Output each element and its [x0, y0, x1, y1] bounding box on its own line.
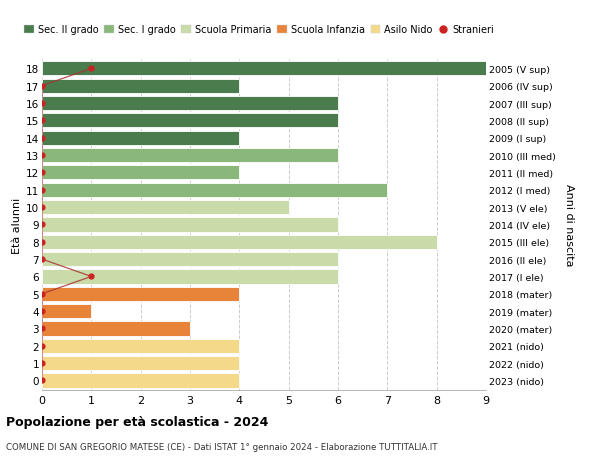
Y-axis label: Età alunni: Età alunni	[12, 197, 22, 253]
Bar	[42, 252, 338, 267]
Bar	[42, 131, 239, 146]
Text: COMUNE DI SAN GREGORIO MATESE (CE) - Dati ISTAT 1° gennaio 2024 - Elaborazione T: COMUNE DI SAN GREGORIO MATESE (CE) - Dat…	[6, 442, 437, 451]
Bar	[42, 62, 486, 76]
Text: Popolazione per età scolastica - 2024: Popolazione per età scolastica - 2024	[6, 415, 268, 428]
Y-axis label: Anni di nascita: Anni di nascita	[564, 184, 574, 266]
Bar	[42, 201, 289, 215]
Bar	[42, 287, 239, 301]
Bar	[42, 304, 91, 319]
Bar	[42, 166, 239, 180]
Bar	[42, 114, 338, 128]
Bar	[42, 270, 338, 284]
Bar	[42, 356, 239, 370]
Bar	[42, 149, 338, 163]
Bar	[42, 374, 239, 388]
Bar	[42, 218, 338, 232]
Bar	[42, 322, 190, 336]
Bar	[42, 235, 437, 249]
Bar	[42, 339, 239, 353]
Legend: Sec. II grado, Sec. I grado, Scuola Primaria, Scuola Infanzia, Asilo Nido, Stran: Sec. II grado, Sec. I grado, Scuola Prim…	[20, 22, 498, 39]
Bar	[42, 79, 239, 94]
Bar	[42, 97, 338, 111]
Bar	[42, 183, 388, 197]
